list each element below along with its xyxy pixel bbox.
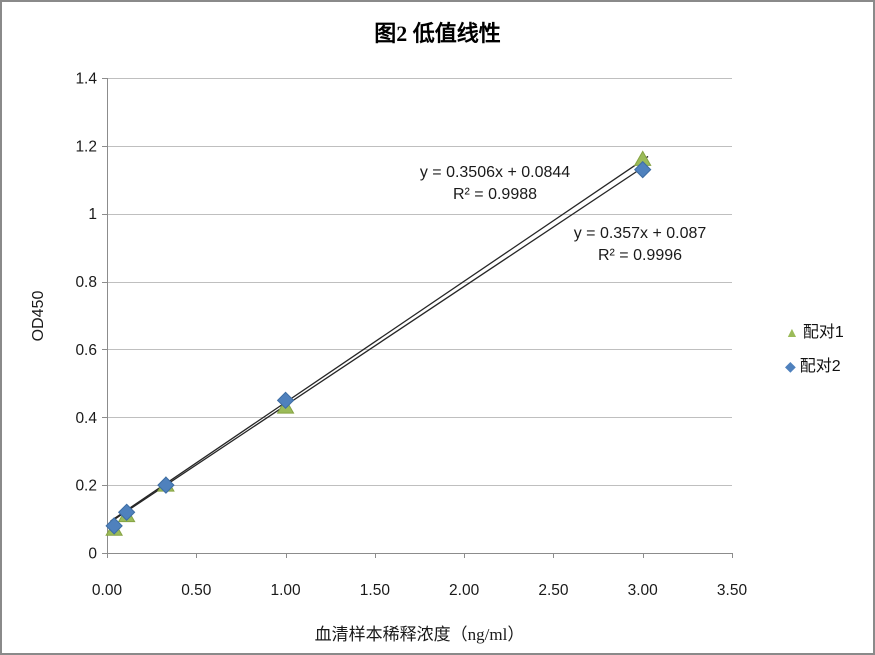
x-tick-label: 2.00 — [449, 582, 480, 599]
trendline-1-equation: y = 0.3506x + 0.0844 — [419, 164, 571, 181]
data-point-marker — [157, 476, 175, 494]
legend-item-series2: ◆ 配对2 — [785, 358, 844, 375]
x-tick-label: 3.00 — [628, 582, 659, 599]
x-tick-label: 0.00 — [92, 582, 123, 599]
y-tick-label: 0.2 — [75, 478, 97, 495]
legend-marker-diamond-icon: ◆ — [785, 358, 796, 374]
axes — [102, 78, 733, 558]
data-point-marker — [117, 503, 136, 521]
y-tick-label: 1.4 — [75, 71, 97, 88]
chart-title: 图2 低值线性 — [374, 21, 501, 46]
trendline-1-label: y = 0.3506x + 0.0844 R² = 0.9988 — [385, 162, 605, 206]
trendline-series2 — [110, 155, 649, 522]
markers-series2 — [105, 160, 652, 535]
trendline-2-label: y = 0.357x + 0.087 R² = 0.9996 — [530, 223, 750, 267]
legend: ▲ 配对1 ◆ 配对2 — [785, 324, 844, 375]
x-tick-label: 3.50 — [717, 582, 748, 599]
x-tick-label: 0.50 — [181, 582, 212, 599]
x-tick-label: 1.00 — [270, 582, 301, 599]
y-axis-title: OD450 — [30, 290, 47, 342]
trendline-series1 — [110, 163, 649, 523]
legend-label-series1: 配对1 — [802, 324, 844, 341]
y-tick-label: 0 — [88, 546, 97, 563]
y-tick-label: 0.4 — [75, 410, 97, 427]
legend-item-series1: ▲ 配对1 — [785, 324, 844, 341]
gridlines — [107, 78, 732, 486]
y-tick-label: 1 — [88, 206, 97, 223]
x-axis-title: 血清样本稀释浓度（ng/ml） — [314, 625, 525, 644]
data-point-marker — [105, 517, 123, 535]
tick-labels: 0 0.2 0.4 0.6 0.8 1 1.2 1.4 0.00 0.50 1.00 1.50 2.00… — [75, 71, 747, 600]
y-tick-label: 0.8 — [75, 274, 97, 291]
x-tick-label: 2.50 — [538, 582, 569, 599]
trendline-2-r2: R² = 0.9996 — [597, 247, 683, 264]
y-tick-label: 1.2 — [75, 138, 97, 155]
legend-label-series2: 配对2 — [799, 358, 841, 375]
trendline-2-equation: y = 0.357x + 0.087 — [573, 225, 707, 242]
legend-marker-triangle-icon: ▲ — [785, 324, 799, 340]
data-point-marker — [276, 391, 295, 410]
data-point-marker — [634, 160, 652, 179]
trendline-1-r2: R² = 0.9988 — [452, 186, 538, 203]
y-tick-label: 0.6 — [75, 342, 97, 359]
x-tick-label: 1.50 — [360, 582, 391, 599]
